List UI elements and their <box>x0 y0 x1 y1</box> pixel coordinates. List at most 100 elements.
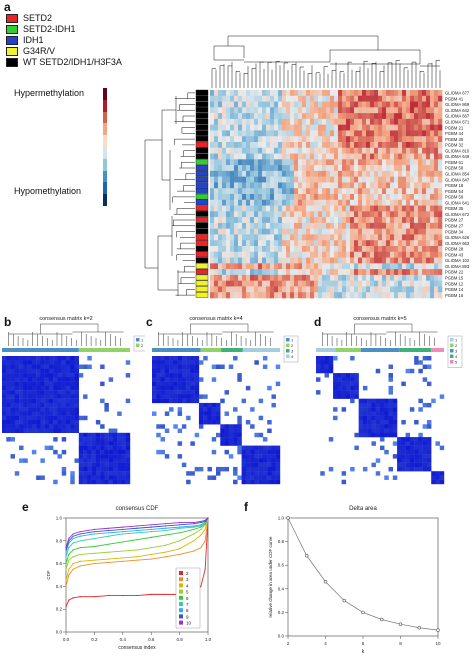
matrix-cell <box>250 449 255 455</box>
matrix-cell <box>237 420 242 425</box>
matrix-cell <box>112 462 118 468</box>
matrix-cell <box>91 462 97 468</box>
heatmap-cell <box>362 274 367 281</box>
heatmap-cell <box>234 136 239 143</box>
heatmap-cell <box>338 176 343 183</box>
matrix-cell <box>173 373 178 378</box>
heatmap-cell <box>250 95 255 102</box>
heatmap-cell <box>270 240 275 247</box>
matrix-cell <box>100 454 105 459</box>
heatmap-cell <box>334 205 339 212</box>
matrix-cell <box>57 356 62 361</box>
matrix-cell <box>36 394 41 399</box>
heatmap-cell <box>226 269 231 276</box>
heatmap-cell <box>222 107 227 114</box>
matrix-cell <box>409 368 415 374</box>
heatmap-cell <box>410 170 415 177</box>
matrix-cell <box>108 479 114 485</box>
heatmap-cell <box>282 107 287 114</box>
matrix-cell <box>61 428 67 433</box>
heatmap-cell <box>250 263 255 270</box>
heatmap-cell <box>278 286 283 293</box>
heatmap-cell <box>234 280 239 287</box>
matrix-cell <box>233 437 238 442</box>
heatmap-cell <box>234 257 239 264</box>
matrix-cell <box>426 462 432 468</box>
matrix-cell <box>350 356 355 361</box>
matrix-cell <box>177 428 183 433</box>
matrix-cell <box>40 428 45 433</box>
heatmap-cell <box>226 95 231 102</box>
heatmap-cell <box>386 182 391 189</box>
heatmap-cell <box>322 269 327 276</box>
heatmap-cell <box>326 269 331 276</box>
heatmap-cell <box>302 124 307 131</box>
matrix-cell <box>27 390 33 395</box>
matrix-cell <box>405 466 411 472</box>
heatmap-cell <box>250 159 255 166</box>
cdf-point <box>150 593 152 595</box>
heatmap-cell <box>254 274 259 281</box>
heatmap-cell <box>426 251 431 258</box>
heatmap-cell <box>258 153 263 160</box>
legend-swatch <box>450 343 454 347</box>
heatmap-cell <box>322 274 327 281</box>
matrix-cell <box>78 454 84 459</box>
heatmap-cell <box>418 153 423 160</box>
heatmap-cell <box>346 234 351 241</box>
heatmap-cell <box>406 286 411 293</box>
heatmap-cell <box>418 188 423 195</box>
heatmap-cell <box>294 113 299 120</box>
matrix-cell <box>388 428 393 433</box>
heatmap-cell <box>398 130 403 137</box>
heatmap-cell <box>322 234 327 241</box>
consensus-k4-dendrogram <box>158 323 274 346</box>
heatmap-cell <box>254 199 259 206</box>
matrix-cell <box>121 437 126 442</box>
heatmap-cell <box>242 280 247 287</box>
matrix-cell <box>87 364 92 369</box>
heatmap-cell <box>354 159 359 166</box>
matrix-cell <box>345 390 351 395</box>
heatmap-cell <box>390 118 395 125</box>
cluster-bar-segment <box>78 348 130 352</box>
cdf-point <box>122 557 124 559</box>
matrix-cell <box>316 360 321 365</box>
row-label: PGBM 27 <box>445 218 464 223</box>
heatmap-cell <box>362 176 367 183</box>
heatmap-cell <box>258 147 263 154</box>
heatmap-cell <box>286 251 291 258</box>
heatmap-cell <box>318 101 323 108</box>
matrix-cell <box>169 368 174 374</box>
heatmap-cell <box>262 211 267 218</box>
matrix-cell <box>70 373 75 378</box>
heatmap-cell <box>314 136 319 143</box>
heatmap-cell <box>238 101 243 108</box>
heatmap-cell <box>286 274 291 281</box>
heatmap-cell <box>374 182 379 189</box>
methylation-colorbar <box>103 88 107 206</box>
heatmap-cell <box>234 118 239 125</box>
matrix-cell <box>70 381 75 387</box>
heatmap-cell <box>362 153 367 160</box>
matrix-cell <box>350 377 355 382</box>
matrix-cell <box>156 449 161 455</box>
heatmap-cell <box>342 113 347 120</box>
heatmap-cell <box>430 142 435 149</box>
heatmap-cell <box>334 194 339 201</box>
matrix-cell <box>414 466 419 472</box>
heatmap-cell <box>358 159 363 166</box>
heatmap-cell <box>326 153 331 160</box>
cdf-point <box>179 553 181 556</box>
heatmap-cell <box>306 136 311 143</box>
matrix-cell <box>57 428 62 433</box>
heatmap-cell <box>434 165 439 172</box>
heatmap-cell <box>334 222 339 229</box>
heatmap-cell <box>390 170 395 177</box>
heatmap-cell <box>254 101 259 108</box>
heatmap-cell <box>354 147 359 154</box>
matrix-cell <box>422 356 428 361</box>
matrix-cell <box>422 364 428 369</box>
heatmap-cell <box>422 90 427 97</box>
